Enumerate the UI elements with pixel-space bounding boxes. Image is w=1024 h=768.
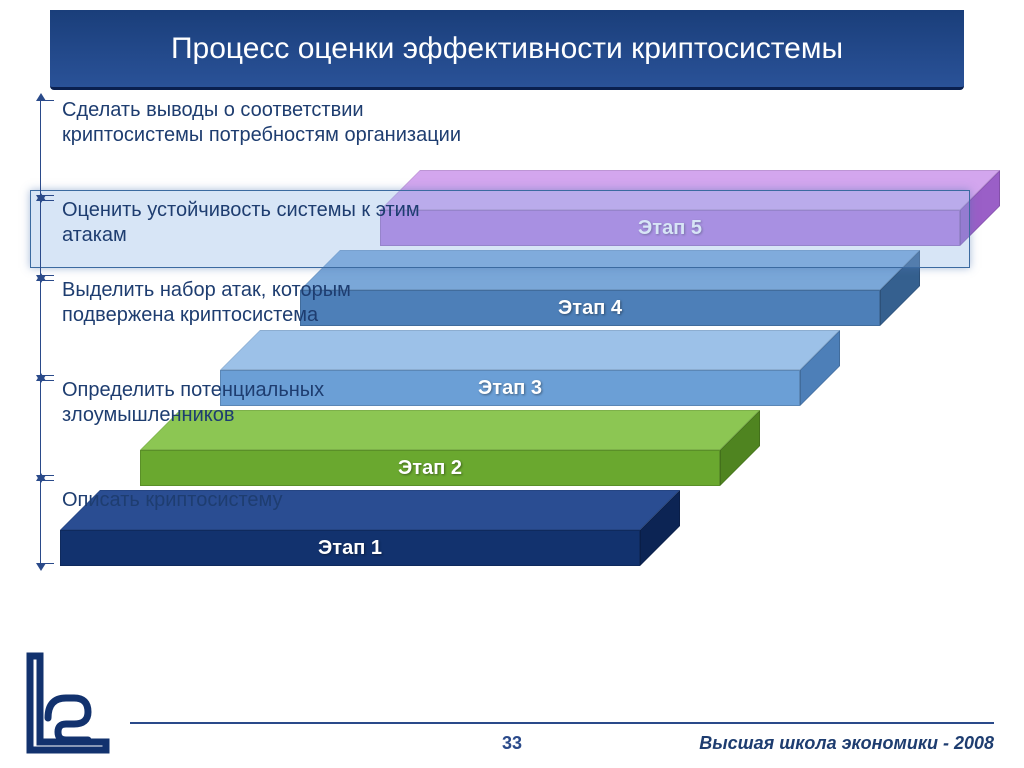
title-text: Процесс оценки эффективности криптосисте…: [171, 31, 843, 67]
step-4-desc: Оценить устойчивость системы к этим атак…: [62, 198, 462, 248]
step-2-label: Этап 2: [398, 457, 462, 480]
step-2-bracket: [40, 380, 54, 476]
diagram-stage: Этап 1 Этап 2 Этап 3 Этап 4 Этап 5 Описа…: [40, 110, 984, 698]
step-2-desc: Определить потенциальных злоумышленников: [62, 378, 462, 428]
step-1-bracket: [40, 480, 54, 564]
step-5-bracket: [40, 100, 54, 196]
footer-divider: [130, 722, 994, 724]
slide-title: Процесс оценки эффективности криптосисте…: [50, 10, 964, 90]
step-5-desc: Сделать выводы о соответствии криптосист…: [62, 98, 462, 148]
step-3-desc: Выделить набор атак, которым подвержена …: [62, 278, 462, 328]
step-1-label: Этап 1: [318, 537, 382, 560]
step-4-label: Этап 4: [558, 297, 622, 320]
step-4-bracket: [40, 200, 54, 276]
step-3-bracket: [40, 280, 54, 376]
footer-text: Высшая школа экономики - 2008: [699, 733, 994, 754]
step-3-label: Этап 3: [478, 377, 542, 400]
step-1-desc: Описать криптосистему: [62, 488, 283, 513]
